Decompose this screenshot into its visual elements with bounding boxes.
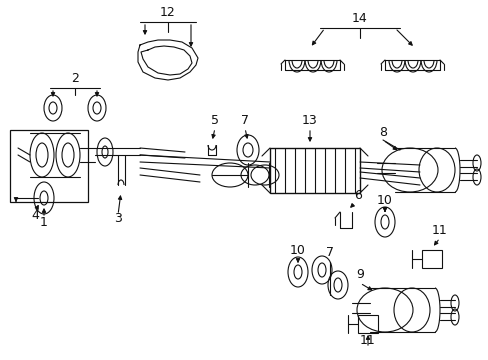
Bar bbox=[10, 130, 88, 202]
Text: 5: 5 bbox=[210, 113, 219, 126]
Text: 10: 10 bbox=[289, 243, 305, 257]
Text: 2: 2 bbox=[71, 72, 79, 85]
Text: 11: 11 bbox=[431, 224, 447, 237]
Text: 4: 4 bbox=[31, 208, 39, 221]
Text: 10: 10 bbox=[376, 194, 392, 207]
Bar bbox=[421, 250, 441, 268]
Text: 6: 6 bbox=[353, 189, 361, 202]
Text: 9: 9 bbox=[355, 269, 363, 282]
Text: 3: 3 bbox=[114, 212, 122, 225]
Text: 8: 8 bbox=[378, 126, 386, 139]
Text: 7: 7 bbox=[241, 113, 248, 126]
Bar bbox=[269, 148, 359, 193]
Bar bbox=[357, 315, 377, 333]
Text: 1: 1 bbox=[40, 216, 48, 229]
Text: 7: 7 bbox=[325, 246, 333, 258]
Text: 11: 11 bbox=[359, 333, 375, 346]
Text: 12: 12 bbox=[160, 5, 176, 18]
Text: 13: 13 bbox=[302, 113, 317, 126]
Text: 14: 14 bbox=[351, 12, 367, 24]
